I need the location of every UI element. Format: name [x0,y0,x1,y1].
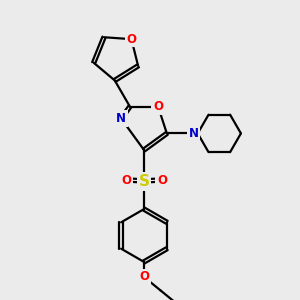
Text: O: O [121,173,131,187]
Text: O: O [139,270,149,284]
Text: O: O [157,173,167,187]
Text: O: O [126,33,136,46]
Text: N: N [116,112,126,125]
Text: O: O [153,100,163,113]
Text: N: N [189,127,199,140]
Text: S: S [139,174,149,189]
